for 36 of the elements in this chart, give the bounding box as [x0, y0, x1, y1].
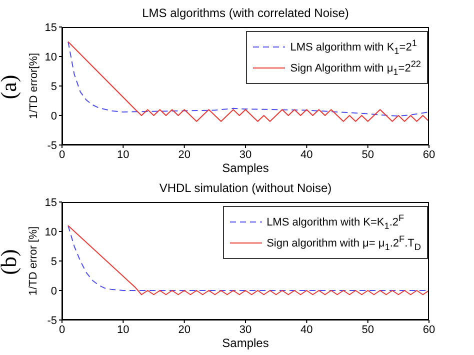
x-tick-label: 30 [239, 148, 252, 161]
y-tick-label: 15 [44, 196, 57, 209]
x-tick-label: 30 [239, 324, 252, 336]
x-tick-label: 60 [422, 324, 436, 336]
x-tick-label: 10 [117, 148, 130, 161]
legend-label: LMS algorithm with K$_{1}$=2$^{1}$ [290, 38, 417, 56]
text: (a) [0, 74, 22, 102]
legend-label: LMS algorithm with K=K$_{1}$.2$^{F}$ [266, 213, 404, 231]
y-tick-label: 0 [50, 285, 57, 298]
y-tick-label: -5 [47, 314, 57, 327]
x-tick-label: 20 [178, 324, 190, 336]
y-tick-label: 5 [50, 80, 57, 93]
y-tick-label: 5 [50, 256, 57, 268]
y-tick-label: -5 [47, 140, 57, 152]
y-tick-label: 0 [50, 110, 57, 122]
y-axis-title: 1/TD error [%] [28, 226, 40, 296]
x-tick-label: 40 [300, 148, 313, 161]
chart-title: LMS algorithms (with correlated Noise) [141, 6, 350, 20]
y-axis-title: 1/TD error[%] [28, 52, 40, 120]
x-tick-label: 0 [58, 324, 66, 336]
x-axis-title: Samples [221, 336, 270, 350]
legend-label: Sign Algorithm with μ$_{1}$=2$^{22}$ [290, 58, 421, 77]
y-tick-label: 10 [44, 51, 57, 64]
y-tick-label: 10 [44, 226, 57, 238]
x-tick-label: 10 [117, 324, 130, 336]
chart-title: VHDL simulation (without Noise) [158, 181, 333, 195]
x-tick-label: 20 [178, 148, 190, 161]
y-tick-label: 15 [44, 22, 57, 34]
x-tick-label: 0 [58, 148, 66, 161]
text: (b) [0, 248, 22, 277]
legend-label: Sign algorithm with μ= μ$_{1}$.2$^{F}$.T$_{D}$ [266, 234, 421, 252]
x-tick-label: 50 [362, 148, 374, 161]
x-tick-label: 40 [300, 324, 313, 336]
x-tick-label: 50 [362, 324, 374, 336]
x-axis-title: Samples [221, 161, 270, 175]
x-tick-label: 60 [422, 148, 436, 161]
